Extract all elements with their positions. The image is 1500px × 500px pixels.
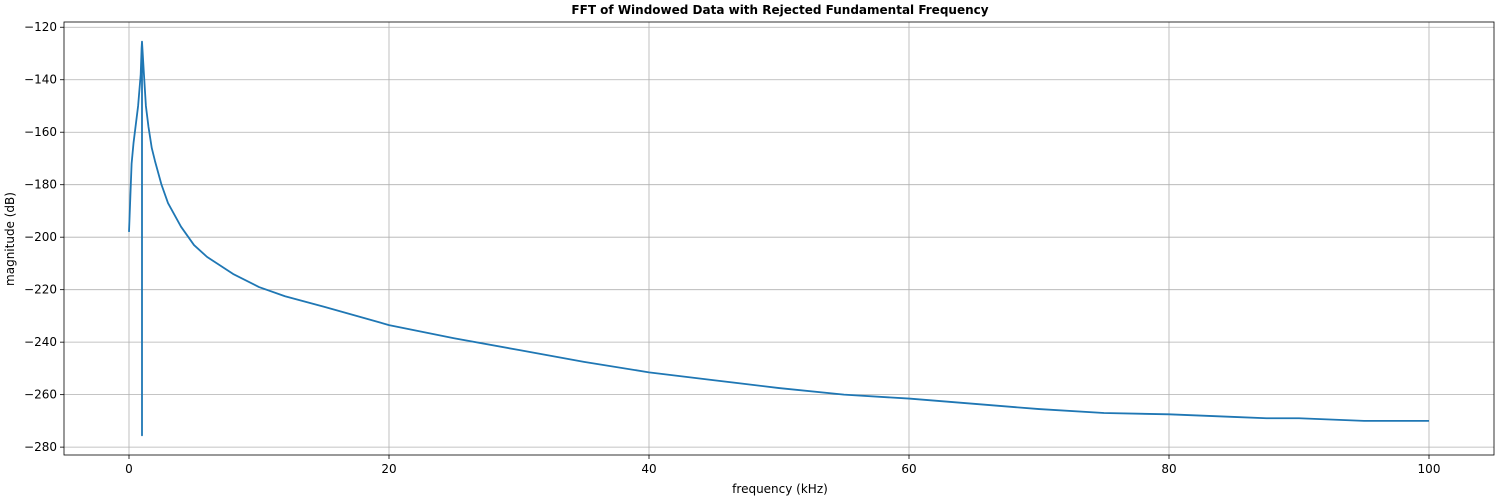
data-series bbox=[128, 40, 1429, 437]
x-axis-label: frequency (kHz) bbox=[732, 482, 828, 496]
y-tick-label: −200 bbox=[24, 230, 57, 244]
y-tick-label: −240 bbox=[24, 335, 57, 349]
y-tick-label: −260 bbox=[24, 388, 57, 402]
y-tick-label: −160 bbox=[24, 125, 57, 139]
chart-title: FFT of Windowed Data with Rejected Funda… bbox=[571, 3, 988, 17]
x-tick-label: 100 bbox=[1418, 462, 1441, 476]
y-tick-label: −120 bbox=[24, 20, 57, 34]
grid-lines bbox=[64, 22, 1494, 455]
x-tick-label: 20 bbox=[381, 462, 396, 476]
x-tick-label: 60 bbox=[901, 462, 916, 476]
y-tick-label: −180 bbox=[24, 178, 57, 192]
x-tick-label: 0 bbox=[125, 462, 133, 476]
y-tick-label: −220 bbox=[24, 283, 57, 297]
y-axis-label: magnitude (dB) bbox=[3, 192, 17, 286]
x-tick-label: 80 bbox=[1161, 462, 1176, 476]
y-tick-label: −140 bbox=[24, 73, 57, 87]
y-tick-label: −280 bbox=[24, 440, 57, 454]
x-axis-ticks: 0 20 40 60 80 100 bbox=[125, 455, 1440, 476]
y-axis-ticks: −120 −140 −160 −180 −200 −220 −240 −260 −280 bbox=[24, 20, 64, 454]
fft-magnitude-line bbox=[128, 40, 1429, 437]
plot-frame bbox=[63, 21, 1495, 456]
x-tick-label: 40 bbox=[641, 462, 656, 476]
